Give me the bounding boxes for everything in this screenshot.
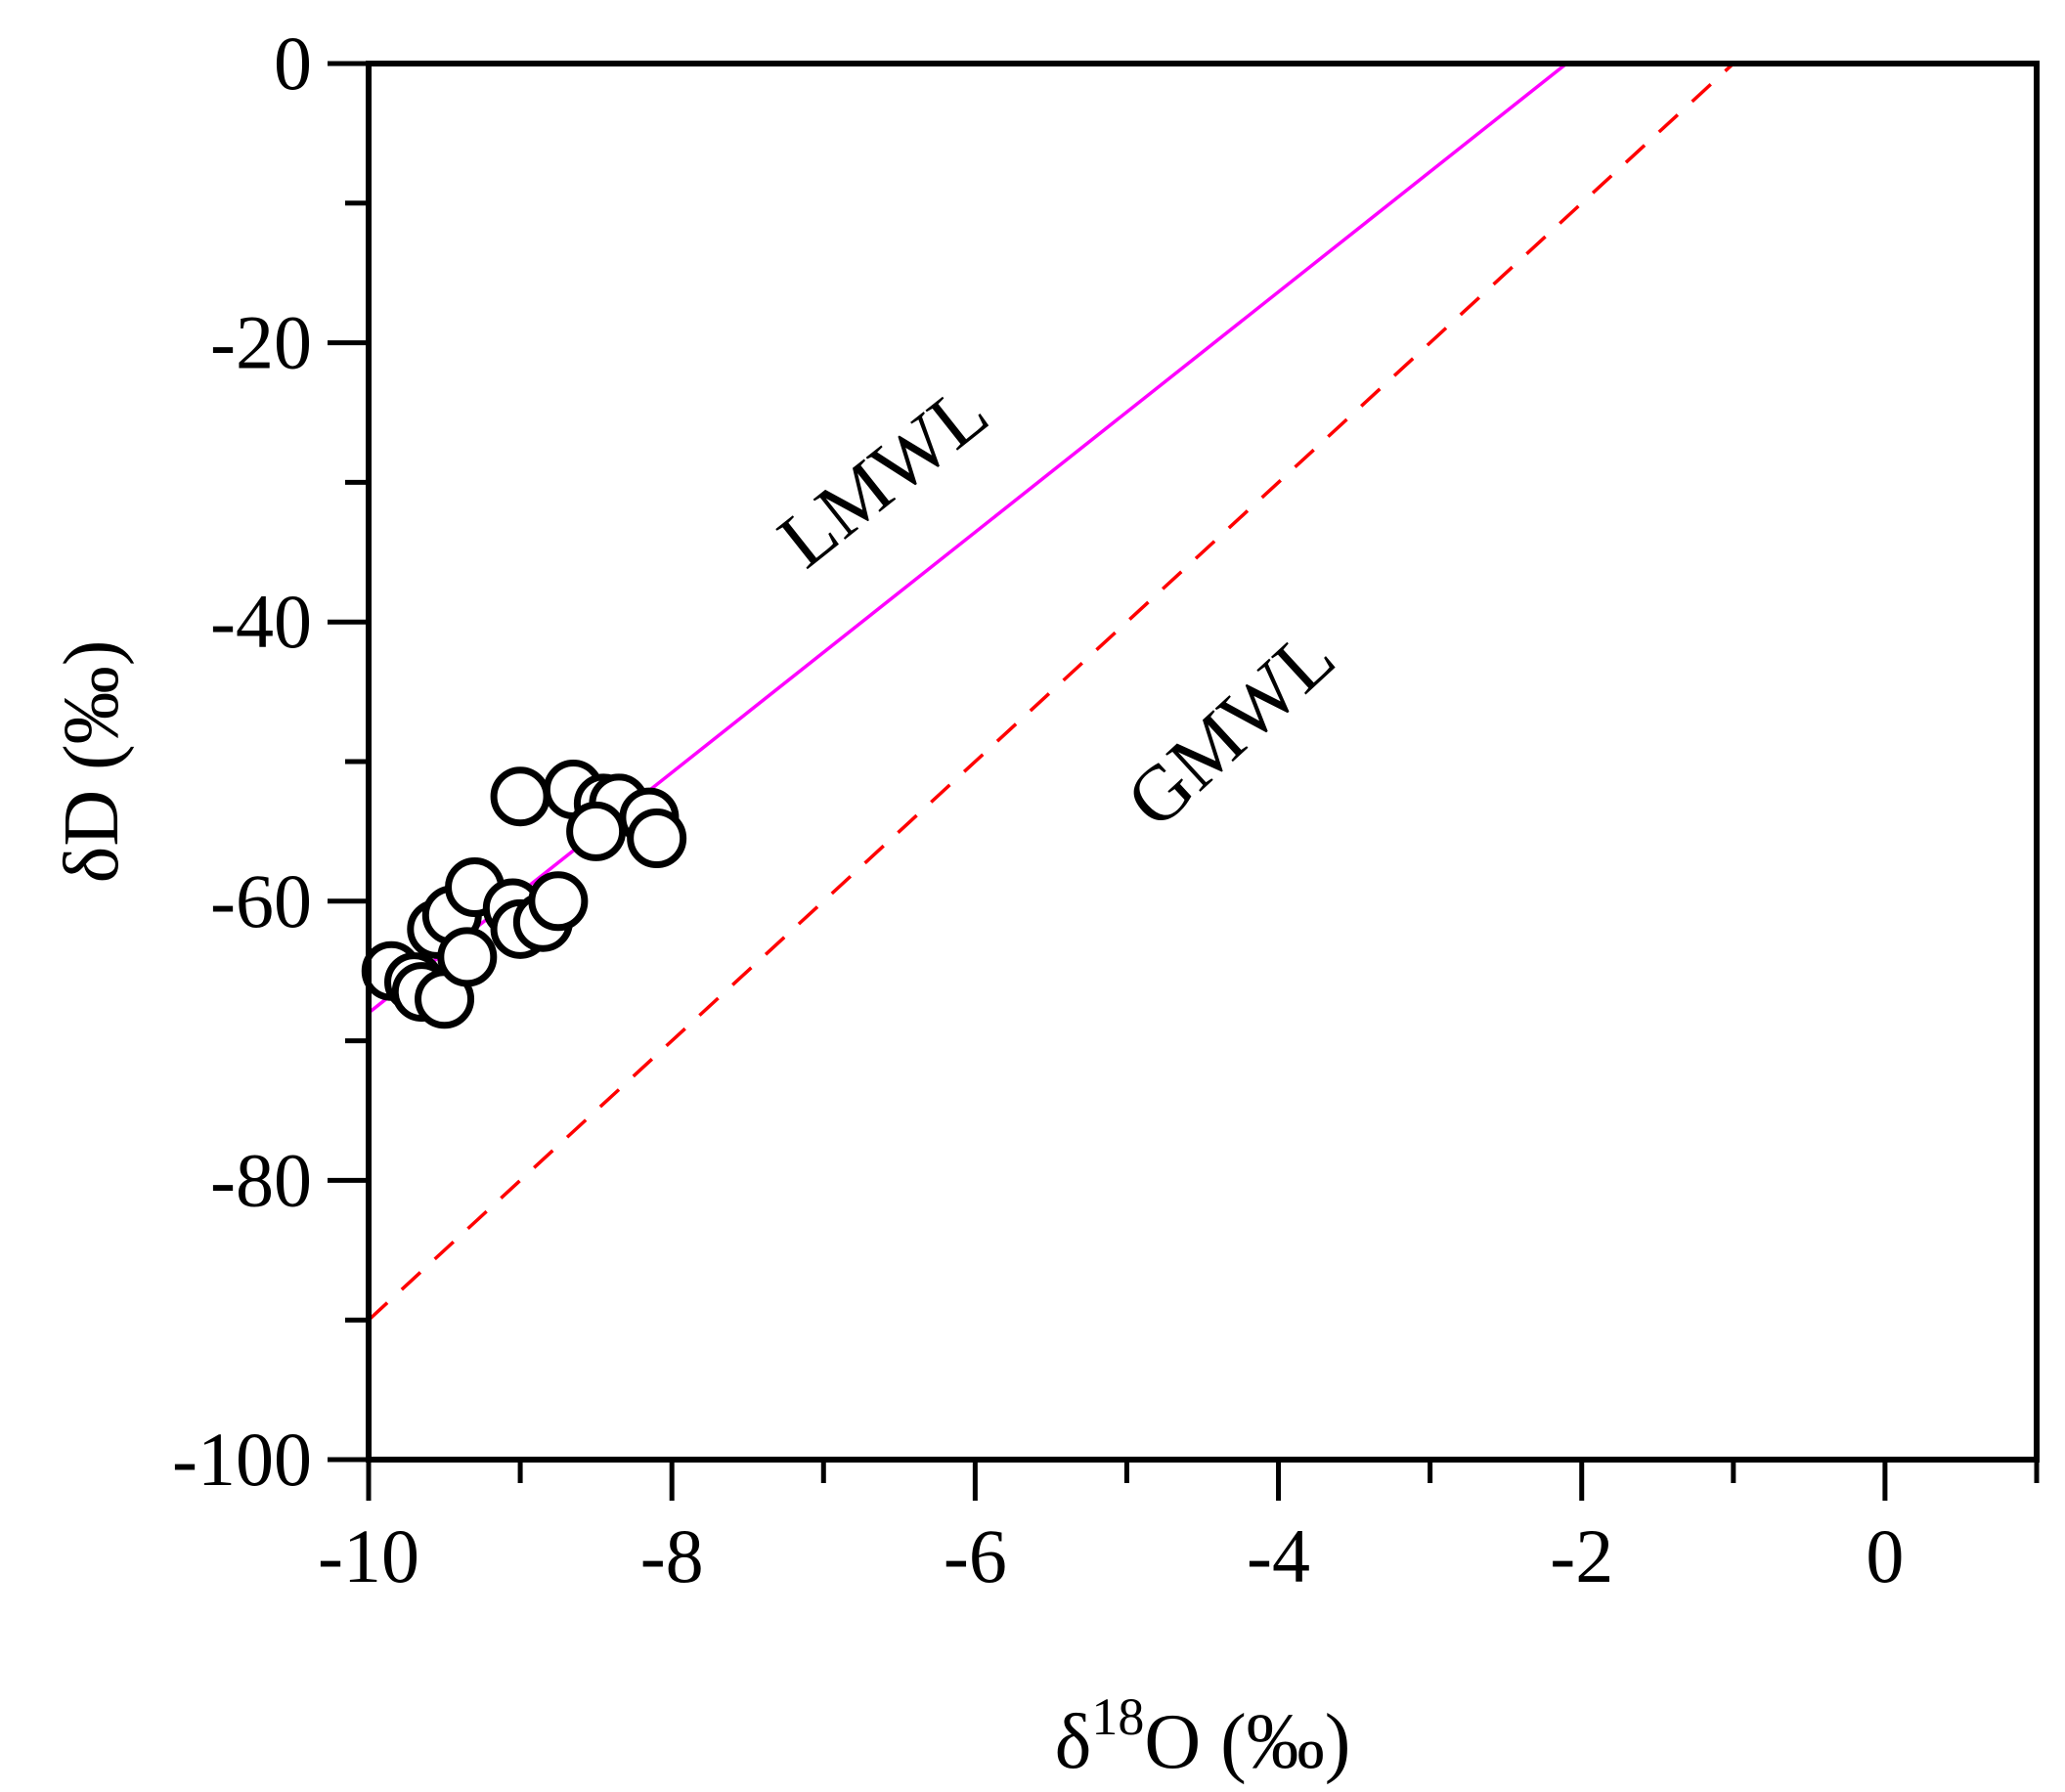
x-tick-label: 0 (1866, 1513, 1904, 1598)
y-tick-label: -40 (210, 579, 312, 664)
x-tick-label: -6 (944, 1513, 1007, 1598)
data-point (437, 927, 498, 987)
line-label-gmwl: GMWL (1111, 613, 1351, 844)
data-points (361, 760, 687, 1029)
y-tick-label: -60 (210, 858, 312, 943)
y-tick-label: -20 (210, 300, 312, 385)
lines-layer (369, 64, 1736, 1322)
data-point (566, 801, 627, 861)
line-gmwl (369, 64, 1736, 1322)
line-labels: LMWL GMWL (764, 369, 1351, 845)
x-tick-label: -4 (1247, 1513, 1310, 1598)
x-tick-label: -2 (1550, 1513, 1613, 1598)
x-axis-title-suffix: O (‰) (1144, 1699, 1350, 1785)
x-tick-label: -10 (318, 1513, 419, 1598)
y-tick-label: -100 (172, 1417, 312, 1502)
x-axis-title-prefix: δ (1055, 1699, 1092, 1785)
x-axis-title-superscript: 18 (1091, 1687, 1144, 1746)
data-point (627, 809, 687, 869)
x-axis-title: δ18O (‰) (1055, 1687, 1351, 1785)
y-axis-title: δD (‰) (49, 640, 135, 884)
y-tick-label: 0 (274, 21, 312, 106)
axis-tick-labels: -10 -8 -6 -4 -2 0-100-80-60-40-200 (172, 21, 1904, 1598)
line-lmwl (369, 64, 1568, 1015)
data-point (490, 766, 550, 827)
x-tick-label: -8 (640, 1513, 704, 1598)
line-label-lmwl: LMWL (764, 369, 1004, 585)
y-tick-label: -80 (210, 1137, 312, 1222)
axis-ticks (328, 61, 2040, 1501)
data-point (528, 871, 589, 932)
